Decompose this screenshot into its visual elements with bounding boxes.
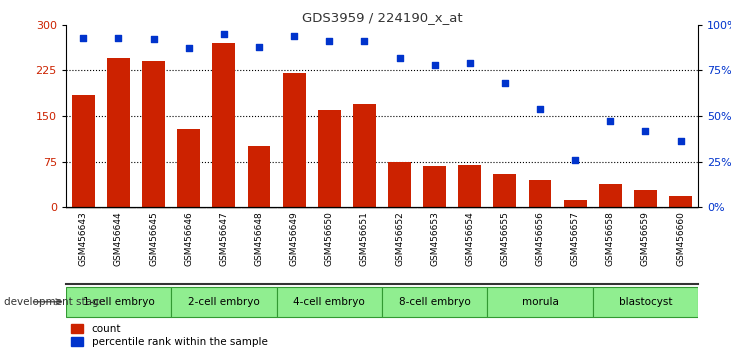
Point	[113, 35, 124, 40]
Text: GSM456651: GSM456651	[360, 211, 369, 266]
Bar	[178, 129, 200, 207]
Bar	[388, 161, 411, 207]
Text: GSM456650: GSM456650	[325, 211, 334, 266]
Text: GSM456657: GSM456657	[571, 211, 580, 266]
Text: morula: morula	[522, 297, 558, 307]
Bar	[423, 166, 446, 207]
Text: GSM456644: GSM456644	[114, 211, 123, 266]
Bar	[529, 180, 551, 207]
Point	[640, 128, 651, 133]
Bar	[353, 104, 376, 207]
Text: 4-cell embryo: 4-cell embryo	[293, 297, 365, 307]
Text: blastocyst: blastocyst	[618, 297, 673, 307]
Point	[429, 62, 441, 68]
Bar	[599, 184, 621, 207]
Point	[394, 55, 406, 61]
Text: GSM456656: GSM456656	[536, 211, 545, 266]
Bar	[143, 61, 165, 207]
FancyBboxPatch shape	[171, 287, 276, 317]
Point	[323, 38, 335, 44]
Text: GSM456647: GSM456647	[219, 211, 228, 266]
Bar	[634, 190, 657, 207]
Text: GSM456643: GSM456643	[79, 211, 88, 266]
Text: GSM456655: GSM456655	[501, 211, 510, 266]
Point	[253, 44, 265, 50]
Point	[605, 119, 616, 124]
Bar	[107, 58, 130, 207]
Bar	[458, 165, 481, 207]
Point	[77, 35, 89, 40]
Text: GSM456648: GSM456648	[254, 211, 263, 266]
Text: GSM456654: GSM456654	[465, 211, 474, 266]
Text: development stage: development stage	[4, 297, 105, 307]
Text: GSM456660: GSM456660	[676, 211, 685, 266]
Text: 1-cell embryo: 1-cell embryo	[83, 297, 154, 307]
FancyBboxPatch shape	[382, 287, 488, 317]
Text: GSM456653: GSM456653	[430, 211, 439, 266]
Point	[288, 33, 300, 39]
Text: 8-cell embryo: 8-cell embryo	[399, 297, 471, 307]
Bar	[493, 174, 516, 207]
Text: GSM456652: GSM456652	[395, 211, 404, 266]
Bar	[564, 200, 586, 207]
Point	[569, 157, 581, 162]
Bar	[669, 196, 692, 207]
Point	[499, 80, 511, 86]
Point	[148, 36, 159, 42]
FancyBboxPatch shape	[276, 287, 382, 317]
Text: GSM456645: GSM456645	[149, 211, 158, 266]
Point	[464, 60, 476, 66]
FancyBboxPatch shape	[488, 287, 593, 317]
Point	[534, 106, 546, 112]
Point	[183, 46, 194, 51]
Title: GDS3959 / 224190_x_at: GDS3959 / 224190_x_at	[302, 11, 462, 24]
Bar	[283, 73, 306, 207]
Bar	[248, 146, 270, 207]
Text: 2-cell embryo: 2-cell embryo	[188, 297, 260, 307]
Bar	[72, 95, 95, 207]
Text: GSM456658: GSM456658	[606, 211, 615, 266]
Bar	[213, 43, 235, 207]
Point	[218, 31, 230, 37]
Point	[675, 139, 686, 144]
Text: GSM456649: GSM456649	[289, 211, 299, 266]
Point	[358, 38, 370, 44]
Text: GSM456646: GSM456646	[184, 211, 193, 266]
FancyBboxPatch shape	[593, 287, 698, 317]
FancyBboxPatch shape	[66, 287, 171, 317]
Legend: count, percentile rank within the sample: count, percentile rank within the sample	[71, 324, 268, 347]
Bar	[318, 110, 341, 207]
Text: GSM456659: GSM456659	[641, 211, 650, 266]
